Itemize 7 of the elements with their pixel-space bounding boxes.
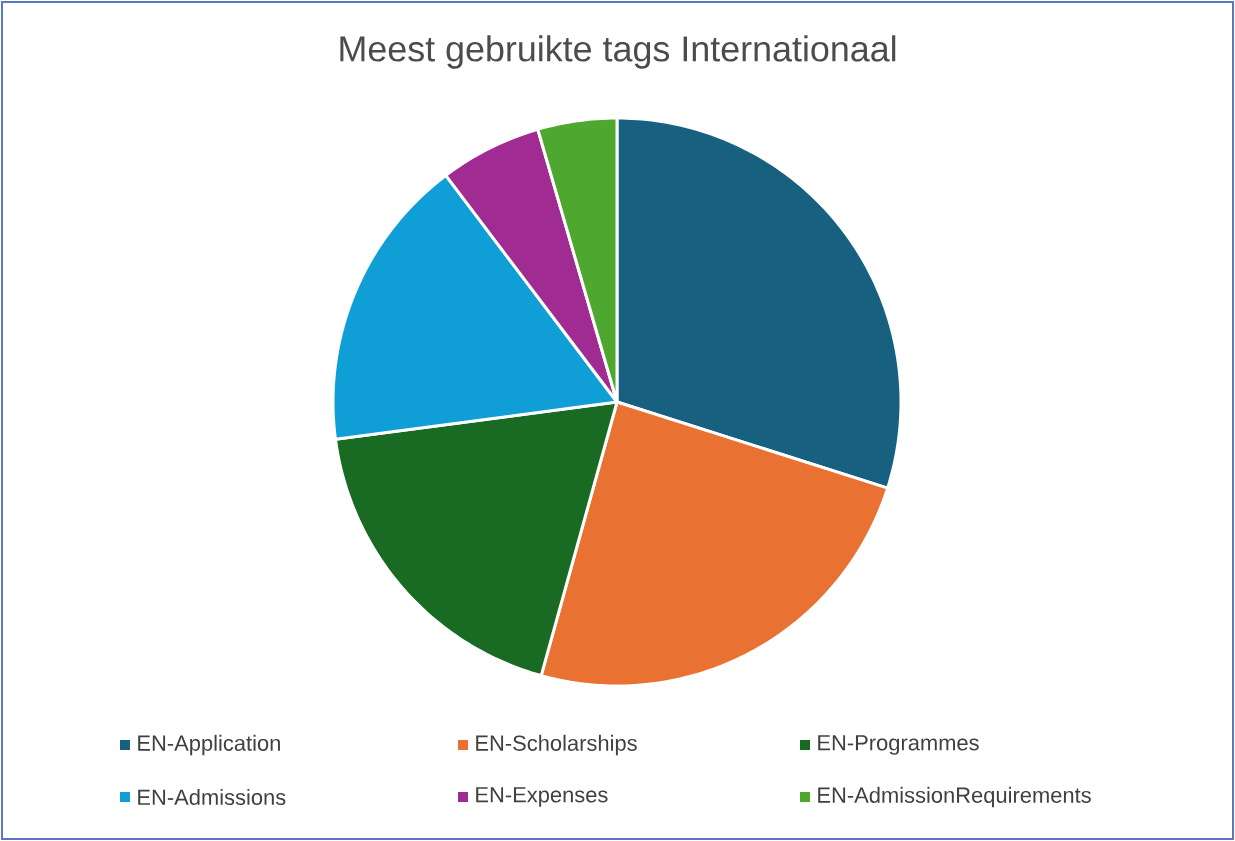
chart-title: Meest gebruikte tags Internationaal — [340, 35, 896, 69]
legend-label: EN-Programmes — [818, 735, 979, 755]
legend-label: EN-Scholarships — [476, 734, 637, 756]
legend-label: EN-AdmissionRequirements — [818, 786, 1091, 808]
legend-label: EN-Application — [138, 734, 280, 756]
legend-label: EN-Expenses — [476, 787, 608, 807]
legend-label: EN-Admissions — [138, 788, 286, 806]
